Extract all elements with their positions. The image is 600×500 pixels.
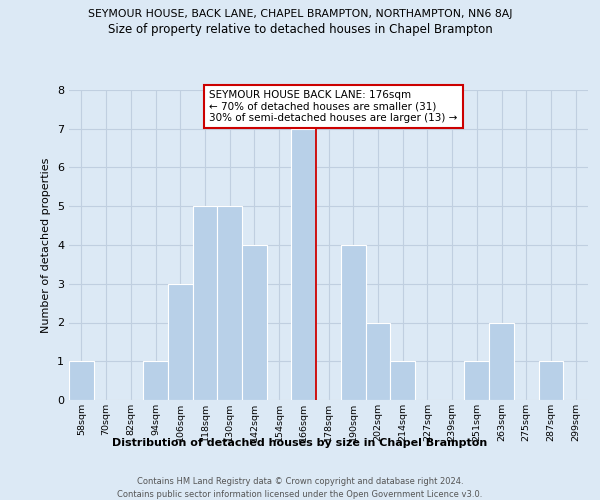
Bar [69,361,94,400]
Bar [242,245,267,400]
Text: SEYMOUR HOUSE BACK LANE: 176sqm
← 70% of detached houses are smaller (31)
30% of: SEYMOUR HOUSE BACK LANE: 176sqm ← 70% of… [209,90,458,123]
Bar [489,322,514,400]
Bar [390,361,415,400]
Text: Contains HM Land Registry data © Crown copyright and database right 2024.
Contai: Contains HM Land Registry data © Crown c… [118,478,482,499]
Bar [539,361,563,400]
Bar [217,206,242,400]
Bar [365,322,390,400]
Bar [168,284,193,400]
Y-axis label: Number of detached properties: Number of detached properties [41,158,52,332]
Text: SEYMOUR HOUSE, BACK LANE, CHAPEL BRAMPTON, NORTHAMPTON, NN6 8AJ: SEYMOUR HOUSE, BACK LANE, CHAPEL BRAMPTO… [88,9,512,19]
Text: Distribution of detached houses by size in Chapel Brampton: Distribution of detached houses by size … [112,438,488,448]
Bar [341,245,365,400]
Bar [193,206,217,400]
Bar [292,128,316,400]
Bar [143,361,168,400]
Bar [464,361,489,400]
Text: Size of property relative to detached houses in Chapel Brampton: Size of property relative to detached ho… [107,22,493,36]
